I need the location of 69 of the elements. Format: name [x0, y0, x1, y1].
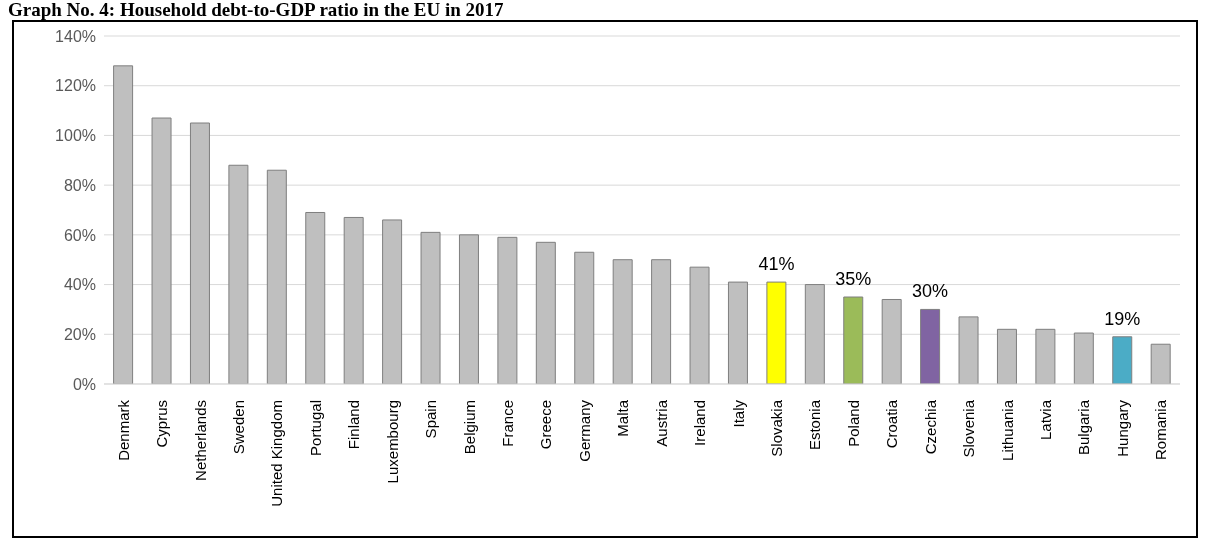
bar: [958, 316, 979, 384]
bar: [382, 219, 403, 384]
bar: [1073, 332, 1094, 384]
y-tick-label: 80%: [63, 176, 96, 194]
x-tick-label: Bulgaria: [1075, 399, 1093, 456]
x-tick-label: Netherlands: [191, 400, 209, 481]
bar: [305, 211, 326, 384]
x-tick-label: Denmark: [114, 399, 132, 461]
x-tick-label: France: [499, 400, 516, 447]
x-tick-label: Slovakia: [768, 399, 785, 457]
bar: [766, 281, 787, 384]
x-tick-label: Cyprus: [153, 400, 171, 448]
y-tick-label: 60%: [63, 226, 96, 244]
x-tick-label: Latvia: [1037, 399, 1054, 441]
x-tick-label: Belgium: [460, 400, 478, 455]
bar: [612, 259, 633, 384]
x-tick-label: Malta: [614, 399, 632, 437]
bar: [881, 298, 902, 384]
bar: [1035, 328, 1056, 384]
x-tick-label: Croatia: [883, 399, 901, 449]
data-label: 35%: [835, 269, 872, 289]
x-tick-label: Sweden: [230, 400, 247, 455]
data-label: 19%: [1104, 308, 1141, 329]
bar: [574, 251, 595, 384]
x-tick-label: Czechia: [921, 399, 939, 455]
bar: [420, 231, 441, 384]
bar: [497, 236, 518, 384]
chart-title: Graph No. 4: Household debt-to-GDP ratio in the EU in 2017: [8, 0, 505, 20]
y-tick-label: 20%: [63, 325, 96, 343]
bar: [535, 241, 556, 384]
x-tick-label: Romania: [1152, 399, 1170, 461]
y-tick-label: 140%: [55, 27, 96, 45]
x-tick-label: Finland: [345, 400, 363, 450]
bar: [804, 284, 825, 384]
bar: [343, 216, 364, 384]
y-tick-label: 0%: [72, 375, 96, 393]
x-tick-label: Ireland: [691, 400, 709, 446]
x-tick-label: Poland: [844, 400, 862, 447]
bar: [458, 234, 479, 384]
x-tick-label: Estonia: [806, 399, 824, 451]
bar: [113, 65, 134, 384]
bar: [228, 164, 249, 384]
x-tick-label: Luxembourg: [383, 400, 401, 484]
x-tick-label: Hungary: [1113, 399, 1131, 457]
x-tick-label: Austria: [652, 399, 670, 447]
bar: [1150, 343, 1171, 384]
x-tick-label: Greece: [537, 400, 555, 450]
bar: [689, 266, 710, 384]
bar: [920, 308, 941, 384]
y-tick-label: 40%: [63, 276, 96, 294]
y-tick-label: 120%: [55, 77, 96, 95]
x-tick-label: Slovenia: [960, 399, 978, 458]
bar: [189, 122, 210, 384]
data-label: 30%: [912, 281, 949, 302]
bar: [651, 259, 672, 384]
x-tick-label: Italy: [729, 399, 747, 428]
bar: [996, 328, 1017, 384]
bar: [1112, 336, 1133, 384]
bar: [843, 296, 864, 384]
x-tick-label: Spain: [422, 400, 440, 439]
x-tick-label: Lithuania: [998, 399, 1016, 461]
bar: [151, 117, 172, 384]
x-tick-label: United Kingdom: [268, 400, 286, 507]
bar: [266, 169, 287, 384]
data-label: 41%: [758, 254, 795, 275]
bar: [727, 281, 748, 384]
x-tick-label: Portugal: [306, 400, 324, 456]
x-tick-label: Germany: [575, 399, 593, 462]
y-tick-label: 100%: [55, 127, 96, 145]
